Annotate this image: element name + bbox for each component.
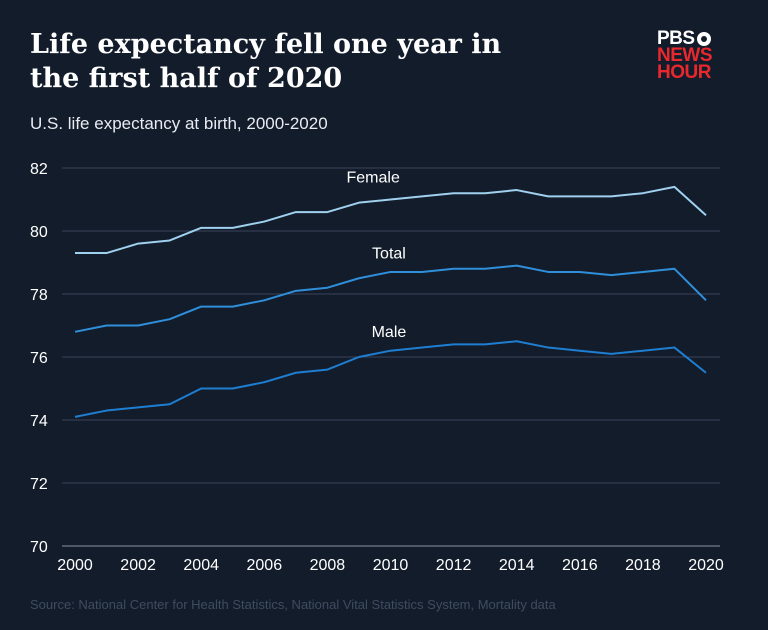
series-line-total: [74, 264, 707, 333]
x-tick-label: 2004: [183, 557, 219, 574]
x-tick-label: 2018: [625, 557, 661, 574]
y-tick-label: 74: [30, 413, 48, 430]
y-tick-label: 78: [30, 287, 48, 304]
source-note: Source: National Center for Health Stati…: [30, 597, 556, 612]
series-lines: [74, 185, 707, 418]
series-line-male: [74, 340, 707, 418]
x-tick-label: 2002: [120, 557, 156, 574]
logo-text-news: NEWS: [657, 45, 713, 66]
y-tick-label: 82: [30, 161, 48, 178]
series-labels: Female Total Male: [346, 170, 406, 341]
x-tick-label: 2010: [373, 557, 409, 574]
pbs-newshour-logo: PBS NEWS HOUR: [657, 28, 713, 83]
y-tick-label: 76: [30, 350, 48, 367]
y-tick-label: 72: [30, 476, 48, 493]
x-tick-label: 2008: [310, 557, 346, 574]
series-label-female: Female: [346, 170, 399, 187]
x-tick-label: 2016: [562, 557, 598, 574]
x-tick-label: 2000: [57, 557, 93, 574]
x-tick-label: 2006: [247, 557, 283, 574]
y-tick-label: 80: [30, 224, 48, 241]
pbs-head-icon: [696, 31, 711, 46]
x-tick-label: 2020: [688, 557, 724, 574]
gridlines: [62, 167, 720, 547]
series-label-male: Male: [372, 324, 407, 341]
logo-text-hour: HOUR: [657, 62, 711, 83]
chart-title: Life expectancy fell one year in the fir…: [30, 29, 502, 94]
x-axis-labels: 2000 2002 2004 2006 2008 2010 2012 2014 2016 2018…: [57, 557, 724, 574]
series-label-total: Total: [372, 245, 406, 262]
series-line-female: [75, 185, 707, 255]
y-tick-label: 70: [30, 539, 48, 556]
chart-subtitle: U.S. life expectancy at birth, 2000-2020: [30, 114, 328, 133]
y-axis-labels: 70 72 74 76 78 80 82: [30, 161, 48, 556]
x-tick-label: 2014: [499, 557, 535, 574]
logo-text-pbs: PBS: [657, 28, 695, 49]
x-tick-label: 2012: [436, 557, 472, 574]
